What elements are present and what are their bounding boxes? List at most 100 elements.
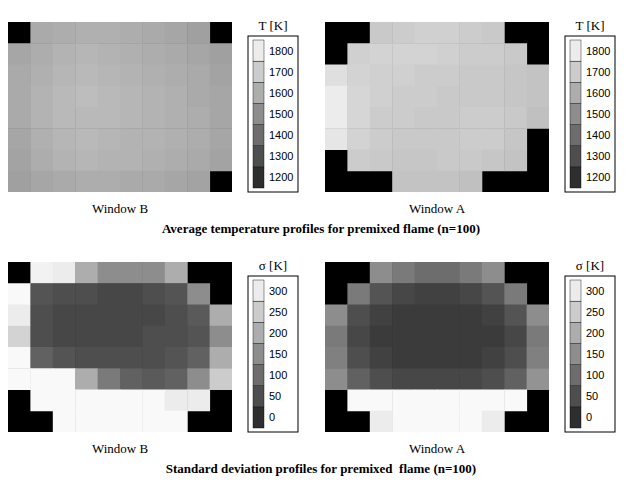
heat-cell <box>53 128 76 150</box>
heat-cell <box>120 86 143 108</box>
heat-cell <box>392 150 415 172</box>
heat-cell <box>459 305 482 327</box>
heat-cell <box>142 262 165 284</box>
heat-cell <box>325 305 348 327</box>
heat-cell <box>120 22 143 44</box>
heat-cell <box>459 411 482 432</box>
cells <box>8 22 232 192</box>
colorbar-tick-label: 1500 <box>269 108 293 120</box>
heat-cell <box>504 283 527 305</box>
heat-cell <box>415 107 438 129</box>
heat-cell <box>98 262 121 284</box>
heat-cell <box>120 411 143 432</box>
heat-cell <box>482 390 505 412</box>
colorbar-tick-label: 300 <box>586 285 604 297</box>
heat-cell <box>120 128 143 150</box>
colorbar-band <box>570 386 581 407</box>
heat-cell <box>459 65 482 87</box>
heat-cell <box>187 368 210 390</box>
heat-cell <box>325 347 348 369</box>
heat-cell <box>120 150 143 172</box>
heat-cell <box>187 390 210 412</box>
colorbar-tick-label: 1200 <box>269 171 293 183</box>
heat-cell <box>8 86 31 108</box>
heat-cell <box>437 128 460 150</box>
heat-cell <box>165 347 188 369</box>
heat-cell <box>142 86 165 108</box>
heat-cell <box>437 86 460 108</box>
panel: 1200130014001500160017001800T [K]Window … <box>325 18 615 216</box>
colorbar-label: σ [K] <box>576 258 604 273</box>
heat-cell <box>482 43 505 65</box>
heat-cell <box>347 305 370 327</box>
heat-cell <box>347 43 370 65</box>
colorbar-tick-label: 1600 <box>586 87 610 99</box>
panel-title: Window B <box>92 441 148 456</box>
panel-title: Window A <box>409 441 466 456</box>
heat-cell <box>370 65 393 87</box>
heat-cell <box>53 347 76 369</box>
heat-cell <box>482 107 505 129</box>
heat-cell <box>459 150 482 172</box>
colorbar-band <box>253 343 264 364</box>
heat-cell <box>392 22 415 44</box>
heat-cell <box>370 128 393 150</box>
heat-cell <box>459 390 482 412</box>
heat-cell <box>142 305 165 327</box>
colorbar-band <box>570 103 581 124</box>
heat-cell <box>30 326 53 348</box>
colorbar-band <box>570 322 581 343</box>
heat-cell <box>482 283 505 305</box>
heat-cell <box>165 22 188 44</box>
heat-cell <box>120 43 143 65</box>
heat-cell <box>504 347 527 369</box>
heat-cell <box>75 262 98 284</box>
heat-cell <box>415 305 438 327</box>
colorbar-band <box>570 82 581 103</box>
heat-cell <box>187 305 210 327</box>
heat-cell <box>415 368 438 390</box>
heat-cell <box>370 43 393 65</box>
heat-cell <box>370 22 393 44</box>
heat-cell <box>437 150 460 172</box>
heat-cell <box>187 171 210 192</box>
colorbar-band <box>253 407 264 428</box>
heat-cell <box>98 390 121 412</box>
heat-cell <box>187 283 210 305</box>
colorbar-tick-label: 50 <box>269 390 281 402</box>
panel-title: Window A <box>409 201 466 216</box>
colorbar-band <box>253 365 264 386</box>
colorbar-band <box>570 61 581 82</box>
colorbar-band <box>253 386 264 407</box>
heat-cell <box>482 368 505 390</box>
heat-cell <box>75 43 98 65</box>
heat-cell <box>8 326 31 348</box>
heat-cell <box>98 326 121 348</box>
heat-cell <box>142 411 165 432</box>
heat-cell <box>415 171 438 192</box>
heat-cell <box>120 368 143 390</box>
heat-cell <box>437 390 460 412</box>
heat-cell <box>98 128 121 150</box>
colorbar-band <box>570 167 581 188</box>
heat-cell <box>98 65 121 87</box>
heat-cell <box>210 150 232 172</box>
heat-cell <box>165 86 188 108</box>
heat-cell <box>165 305 188 327</box>
heat-cell <box>370 262 393 284</box>
colorbar-tick-label: 1800 <box>586 45 610 57</box>
heat-cell <box>165 368 188 390</box>
heat-cell <box>459 171 482 192</box>
heat-cell <box>415 43 438 65</box>
heat-cell <box>53 150 76 172</box>
heat-cell <box>53 86 76 108</box>
heat-cell <box>53 305 76 327</box>
colorbar-band <box>570 407 581 428</box>
heat-cell <box>142 43 165 65</box>
heat-cell <box>370 107 393 129</box>
heat-cell <box>98 150 121 172</box>
heat-cell <box>459 262 482 284</box>
heat-cell <box>415 347 438 369</box>
heat-cell <box>75 305 98 327</box>
heat-cell <box>210 128 232 150</box>
